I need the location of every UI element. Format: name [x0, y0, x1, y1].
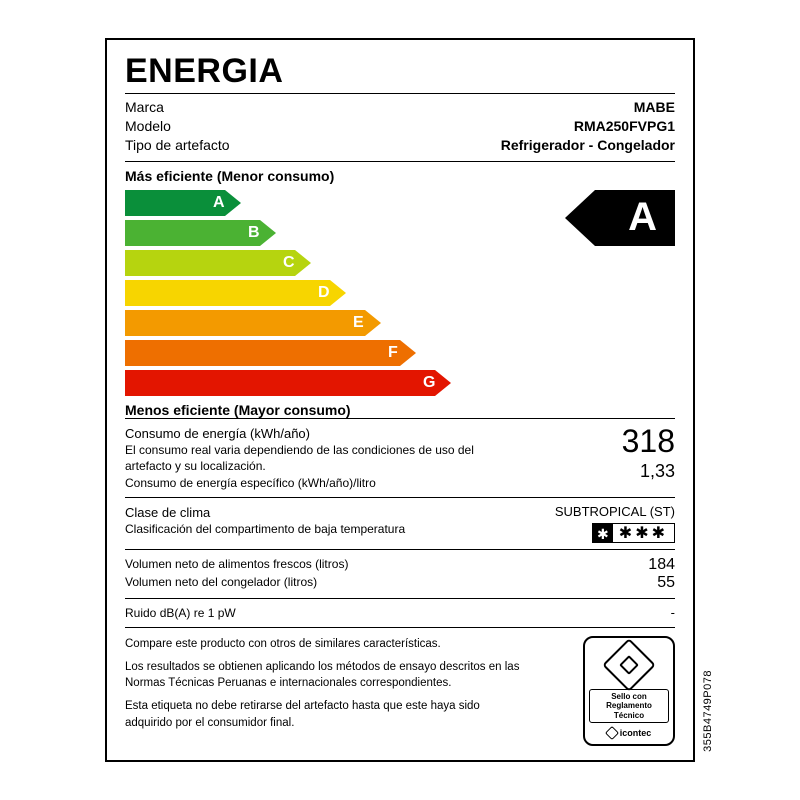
- arrow-letter: C: [283, 250, 295, 276]
- arrow-tip: [400, 340, 416, 366]
- side-code: 355B4749P078: [702, 670, 714, 752]
- arrow-bar: [125, 370, 435, 396]
- arrow-tip: [435, 370, 451, 396]
- row-type: Tipo de artefacto Refrigerador - Congela…: [125, 136, 675, 155]
- efficiency-arrow-e: E: [125, 310, 485, 336]
- cert-diamond-icon: [602, 638, 656, 692]
- cert-badge: Sello con Reglamento Técnico icontec: [583, 636, 675, 746]
- climate-line1: Clase de clima: [125, 504, 405, 522]
- freezer-stars-right: ✱✱✱: [613, 524, 674, 544]
- arrow-tip: [330, 280, 346, 306]
- arrow-bar: [125, 310, 365, 336]
- energy-label: ENERGIA Marca MABE Modelo RMA250FVPG1 Ti…: [105, 38, 695, 762]
- cert-brand-icon: [605, 726, 619, 740]
- cert-diamond-inner: [619, 655, 639, 675]
- arrow-tip: [225, 190, 241, 216]
- efficiency-chart: ABCDEFG A: [125, 190, 675, 400]
- efficiency-bottom-caption: Menos eficiente (Mayor consumo): [125, 402, 675, 418]
- section-consumption: Consumo de energía (kWh/año) El consumo …: [125, 418, 675, 497]
- arrow-letter: F: [388, 340, 398, 366]
- freezer-label: Volumen neto del congelador (litros): [125, 574, 317, 592]
- type-label: Tipo de artefacto: [125, 136, 230, 155]
- consumption-specific: 1,33: [622, 461, 675, 482]
- arrow-letter: G: [423, 370, 435, 396]
- fresh-value: 184: [648, 556, 675, 574]
- row-brand: Marca MABE: [125, 98, 675, 117]
- row-model: Modelo RMA250FVPG1: [125, 117, 675, 136]
- grade-badge: A: [565, 190, 675, 246]
- arrow-bar: [125, 190, 225, 216]
- divider: [125, 161, 675, 162]
- efficiency-arrow-g: G: [125, 370, 485, 396]
- grade-letter: A: [628, 190, 657, 246]
- consumption-values: 318 1,33: [622, 425, 675, 482]
- footer: Compare este producto con otros de simil…: [125, 627, 675, 746]
- consumption-line3: Consumo de energía específico (kWh/año)/…: [125, 475, 505, 491]
- arrow-tip: [365, 310, 381, 336]
- consumption-line2: El consumo real varia dependiendo de las…: [125, 442, 505, 474]
- footer-text: Compare este producto con otros de simil…: [125, 636, 525, 737]
- arrow-tip: [295, 250, 311, 276]
- model-value: RMA250FVPG1: [574, 117, 675, 136]
- section-volumes: Volumen neto de alimentos frescos (litro…: [125, 549, 675, 598]
- arrow-letter: D: [318, 280, 330, 306]
- arrow-bar: [125, 220, 260, 246]
- brand-value: MABE: [634, 98, 675, 117]
- arrow-bar: [125, 280, 330, 306]
- title: ENERGIA: [125, 52, 675, 94]
- climate-text: Clase de clima Clasificación del compart…: [125, 504, 405, 538]
- freezer-value: 55: [657, 574, 675, 592]
- brand-label: Marca: [125, 98, 164, 117]
- efficiency-arrows: ABCDEFG: [125, 190, 485, 400]
- freezer-stars-left: ✱: [593, 524, 613, 542]
- section-noise: Ruido dB(A) re 1 pW -: [125, 598, 675, 627]
- arrow-tip: [260, 220, 276, 246]
- cert-brand: icontec: [607, 728, 652, 738]
- grade-badge-tip: [565, 190, 595, 246]
- footer-p3: Esta etiqueta no debe retirarse del arte…: [125, 698, 525, 731]
- climate-value: SUBTROPICAL (ST): [555, 504, 675, 519]
- freezer-stars-badge: ✱✱✱✱: [592, 523, 675, 543]
- efficiency-arrow-c: C: [125, 250, 485, 276]
- arrow-letter: B: [248, 220, 260, 246]
- section-climate: Clase de clima Clasificación del compart…: [125, 497, 675, 549]
- climate-values: SUBTROPICAL (ST) ✱✱✱✱: [555, 504, 675, 543]
- footer-p2: Los resultados se obtienen aplicando los…: [125, 659, 525, 692]
- efficiency-arrow-f: F: [125, 340, 485, 366]
- fresh-label: Volumen neto de alimentos frescos (litro…: [125, 556, 348, 574]
- arrow-letter: A: [213, 190, 225, 216]
- cert-label: Sello con Reglamento Técnico: [589, 689, 669, 723]
- noise-value: -: [671, 605, 675, 620]
- arrow-bar: [125, 250, 295, 276]
- consumption-text: Consumo de energía (kWh/año) El consumo …: [125, 425, 505, 491]
- type-value: Refrigerador - Congelador: [501, 136, 675, 155]
- consumption-line1: Consumo de energía (kWh/año): [125, 425, 505, 443]
- efficiency-top-caption: Más eficiente (Menor consumo): [125, 168, 675, 184]
- efficiency-arrow-b: B: [125, 220, 485, 246]
- efficiency-arrow-d: D: [125, 280, 485, 306]
- model-label: Modelo: [125, 117, 171, 136]
- footer-p1: Compare este producto con otros de simil…: [125, 636, 525, 653]
- noise-label: Ruido dB(A) re 1 pW: [125, 605, 236, 621]
- arrow-letter: E: [353, 310, 364, 336]
- efficiency-arrow-a: A: [125, 190, 485, 216]
- consumption-annual: 318: [622, 425, 675, 457]
- arrow-bar: [125, 340, 400, 366]
- cert-brand-text: icontec: [620, 728, 652, 738]
- climate-line2: Clasificación del compartimento de baja …: [125, 521, 405, 537]
